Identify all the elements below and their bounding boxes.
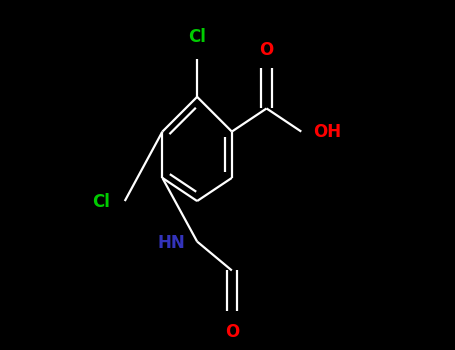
Text: OH: OH	[313, 122, 341, 141]
Text: Cl: Cl	[92, 194, 110, 211]
Text: HN: HN	[158, 234, 186, 252]
Text: O: O	[225, 323, 239, 341]
Text: Cl: Cl	[188, 28, 206, 46]
Text: O: O	[259, 41, 274, 59]
